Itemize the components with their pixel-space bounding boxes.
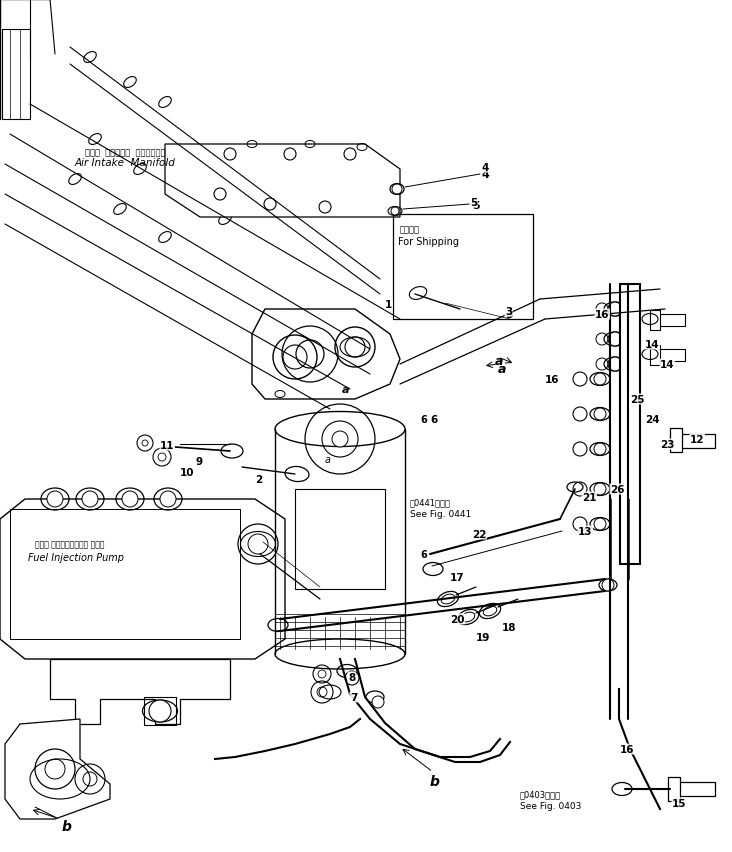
- Text: 21: 21: [582, 492, 597, 503]
- Circle shape: [160, 492, 176, 508]
- Circle shape: [372, 696, 384, 708]
- Bar: [670, 429, 682, 452]
- Bar: [144, 697, 176, 725]
- Text: 8: 8: [348, 672, 355, 682]
- Polygon shape: [5, 719, 110, 819]
- Text: 5: 5: [470, 198, 477, 208]
- Text: b: b: [430, 774, 440, 788]
- Text: 24: 24: [645, 415, 660, 424]
- Text: For Shipping: For Shipping: [398, 237, 459, 247]
- Text: 26: 26: [610, 485, 624, 494]
- Text: 6: 6: [420, 415, 427, 424]
- Ellipse shape: [221, 445, 243, 458]
- Text: 6: 6: [420, 550, 427, 560]
- Text: 16: 16: [595, 309, 610, 320]
- Text: 19: 19: [476, 632, 490, 642]
- Circle shape: [608, 358, 622, 371]
- Polygon shape: [0, 499, 285, 659]
- Text: 7: 7: [350, 692, 357, 702]
- Text: 図0403図参照: 図0403図参照: [520, 789, 561, 798]
- Text: 17: 17: [450, 573, 465, 582]
- Text: 23: 23: [660, 440, 674, 450]
- Text: b: b: [62, 819, 72, 833]
- Bar: [295, 489, 385, 590]
- Text: 5: 5: [472, 201, 479, 210]
- Bar: [650, 311, 660, 331]
- Text: 15: 15: [672, 798, 687, 808]
- Text: エアー  インテーク  マニホールド: エアー インテーク マニホールド: [85, 148, 165, 157]
- Circle shape: [594, 408, 606, 421]
- Ellipse shape: [285, 467, 309, 482]
- Text: フェル インジェクション ポンプ: フェル インジェクション ポンプ: [35, 539, 105, 549]
- Polygon shape: [252, 309, 400, 400]
- Circle shape: [594, 518, 606, 531]
- Text: 20: 20: [450, 614, 465, 625]
- Text: 運損部品: 運損部品: [400, 225, 420, 233]
- Circle shape: [594, 444, 606, 456]
- Text: 16: 16: [620, 744, 635, 754]
- Text: a: a: [495, 354, 504, 367]
- Bar: [650, 349, 685, 361]
- Bar: [670, 435, 715, 448]
- Circle shape: [608, 302, 622, 317]
- Circle shape: [602, 579, 614, 591]
- Circle shape: [332, 431, 348, 447]
- Text: 22: 22: [472, 529, 487, 539]
- Bar: [393, 215, 533, 320]
- Circle shape: [594, 373, 606, 386]
- Text: 14: 14: [660, 360, 675, 370]
- Text: 18: 18: [502, 622, 517, 632]
- Text: a: a: [498, 363, 507, 376]
- Circle shape: [345, 671, 359, 685]
- Text: 4: 4: [482, 163, 490, 173]
- Text: See Fig. 0441: See Fig. 0441: [410, 509, 471, 518]
- Bar: [668, 777, 680, 801]
- Bar: [670, 782, 715, 796]
- Bar: [650, 314, 685, 326]
- Polygon shape: [165, 145, 400, 218]
- Text: 11: 11: [160, 440, 174, 451]
- Text: 14: 14: [645, 340, 660, 349]
- Text: a: a: [325, 454, 331, 464]
- Text: Air Intake  Manifold: Air Intake Manifold: [75, 158, 176, 168]
- Text: 3: 3: [505, 307, 512, 317]
- Text: 13: 13: [578, 527, 592, 537]
- Text: 6: 6: [430, 415, 437, 424]
- Bar: [10, 509, 240, 639]
- Circle shape: [149, 700, 171, 722]
- Text: See Fig. 0403: See Fig. 0403: [520, 801, 581, 810]
- Text: 図0441図参照: 図0441図参照: [410, 498, 451, 506]
- Polygon shape: [2, 30, 30, 120]
- Text: 3: 3: [505, 309, 512, 320]
- Circle shape: [594, 483, 606, 495]
- Text: 25: 25: [630, 394, 644, 405]
- Bar: [650, 346, 660, 366]
- Text: 2: 2: [255, 475, 262, 485]
- Circle shape: [608, 332, 622, 347]
- Text: 10: 10: [180, 468, 195, 477]
- Text: Fuel Injection Pump: Fuel Injection Pump: [28, 552, 124, 562]
- Text: 1: 1: [385, 300, 392, 309]
- Text: 16: 16: [545, 375, 559, 384]
- Polygon shape: [50, 659, 230, 724]
- Circle shape: [82, 492, 98, 508]
- Bar: [620, 285, 640, 564]
- Circle shape: [47, 492, 63, 508]
- Circle shape: [392, 185, 402, 195]
- Text: 9: 9: [195, 457, 202, 466]
- Text: a: a: [342, 384, 349, 394]
- Ellipse shape: [409, 287, 427, 300]
- Circle shape: [122, 492, 138, 508]
- Text: 4: 4: [482, 170, 490, 180]
- Text: 12: 12: [690, 435, 704, 445]
- Circle shape: [391, 208, 399, 216]
